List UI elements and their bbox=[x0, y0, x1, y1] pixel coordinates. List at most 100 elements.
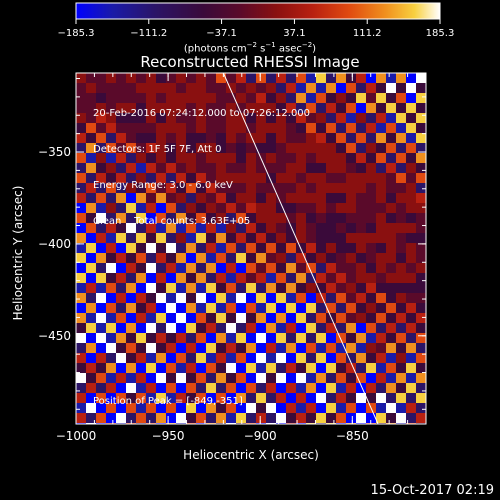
heatmap-cell bbox=[76, 343, 86, 353]
heatmap-cell bbox=[376, 113, 386, 123]
heatmap-cell bbox=[176, 373, 186, 383]
heatmap-cell bbox=[226, 403, 236, 413]
heatmap-cell bbox=[116, 233, 126, 243]
heatmap-cell bbox=[166, 333, 176, 343]
heatmap-cell bbox=[396, 213, 406, 223]
heatmap-cell bbox=[416, 213, 426, 223]
heatmap-cell bbox=[256, 333, 266, 343]
heatmap-cell bbox=[246, 413, 256, 423]
heatmap-cell bbox=[96, 143, 106, 153]
heatmap-cell bbox=[136, 193, 146, 203]
heatmap-cell bbox=[196, 333, 206, 343]
heatmap-cell bbox=[296, 263, 306, 273]
heatmap-cell bbox=[216, 263, 226, 273]
heatmap-cell bbox=[366, 283, 376, 293]
heatmap-cell bbox=[346, 123, 356, 133]
timestamp: 15-Oct-2017 02:19 bbox=[370, 483, 494, 498]
heatmap-cell bbox=[326, 203, 336, 213]
heatmap-cell bbox=[406, 393, 416, 403]
heatmap-cell bbox=[226, 413, 236, 423]
heatmap-cell bbox=[296, 173, 306, 183]
heatmap-cell bbox=[296, 123, 306, 133]
heatmap-cell bbox=[306, 163, 316, 173]
chart-title: Reconstructed RHESSI Image bbox=[140, 53, 360, 71]
heatmap-cell bbox=[336, 253, 346, 263]
heatmap-cell bbox=[126, 233, 136, 243]
heatmap-cell bbox=[96, 393, 106, 403]
heatmap-cell bbox=[186, 173, 196, 183]
heatmap-cell bbox=[256, 183, 266, 193]
heatmap-cell bbox=[106, 203, 116, 213]
heatmap-cell bbox=[286, 373, 296, 383]
heatmap-cell bbox=[76, 73, 86, 83]
heatmap-cell bbox=[316, 333, 326, 343]
heatmap-cell bbox=[316, 83, 326, 93]
heatmap-cell bbox=[126, 383, 136, 393]
heatmap-cell bbox=[276, 113, 286, 123]
heatmap-cell bbox=[236, 203, 246, 213]
heatmap-cell bbox=[156, 403, 166, 413]
heatmap-cell bbox=[176, 183, 186, 193]
heatmap-cell bbox=[396, 93, 406, 103]
heatmap-cell bbox=[106, 163, 116, 173]
heatmap-cell bbox=[386, 283, 396, 293]
heatmap-cell bbox=[196, 123, 206, 133]
heatmap-cell bbox=[96, 133, 106, 143]
heatmap-cell bbox=[206, 223, 216, 233]
heatmap-cell bbox=[126, 133, 136, 143]
heatmap-cell bbox=[256, 113, 266, 123]
heatmap-cell bbox=[206, 173, 216, 183]
heatmap-cell bbox=[156, 323, 166, 333]
heatmap-cell bbox=[286, 303, 296, 313]
heatmap-cell bbox=[226, 123, 236, 133]
heatmap-cell bbox=[146, 93, 156, 103]
heatmap-cell bbox=[366, 173, 376, 183]
heatmap-cell bbox=[196, 103, 206, 113]
heatmap-cell bbox=[286, 123, 296, 133]
heatmap-cell bbox=[176, 403, 186, 413]
heatmap-cell bbox=[136, 403, 146, 413]
heatmap-cell bbox=[356, 83, 366, 93]
heatmap-cell bbox=[306, 223, 316, 233]
heatmap-cell bbox=[166, 403, 176, 413]
heatmap-cell bbox=[266, 323, 276, 333]
heatmap-cell bbox=[86, 393, 96, 403]
heatmap-cell bbox=[296, 213, 306, 223]
heatmap-cell bbox=[366, 163, 376, 173]
heatmap-cell bbox=[376, 133, 386, 143]
heatmap-cell bbox=[116, 333, 126, 343]
heatmap-cell bbox=[276, 163, 286, 173]
heatmap-cell bbox=[266, 293, 276, 303]
heatmap-cell bbox=[336, 373, 346, 383]
heatmap-cell bbox=[86, 153, 96, 163]
heatmap-cell bbox=[146, 203, 156, 213]
heatmap-cell bbox=[336, 163, 346, 173]
heatmap-cell bbox=[346, 83, 356, 93]
heatmap-cell bbox=[346, 393, 356, 403]
heatmap-cell bbox=[406, 343, 416, 353]
heatmap-cell bbox=[156, 363, 166, 373]
heatmap-cell bbox=[256, 293, 266, 303]
heatmap-cell bbox=[206, 153, 216, 163]
heatmap-cell bbox=[266, 413, 276, 423]
heatmap-cell bbox=[346, 133, 356, 143]
heatmap-cell bbox=[316, 153, 326, 163]
heatmap-cell bbox=[416, 93, 426, 103]
heatmap-cell bbox=[256, 163, 266, 173]
heatmap-cell bbox=[216, 413, 226, 423]
heatmap-cell bbox=[226, 273, 236, 283]
heatmap-cell bbox=[126, 263, 136, 273]
heatmap-cell bbox=[156, 223, 166, 233]
heatmap-cell bbox=[176, 173, 186, 183]
heatmap-cell bbox=[256, 413, 266, 423]
heatmap-cell bbox=[306, 233, 316, 243]
heatmap-cell bbox=[156, 373, 166, 383]
heatmap-cells bbox=[76, 73, 426, 424]
heatmap-cell bbox=[186, 273, 196, 283]
heatmap-cell bbox=[356, 193, 366, 203]
heatmap-cell bbox=[236, 403, 246, 413]
heatmap-cell bbox=[286, 173, 296, 183]
heatmap-cell bbox=[296, 93, 306, 103]
heatmap-cell bbox=[316, 183, 326, 193]
heatmap-cell bbox=[416, 273, 426, 283]
